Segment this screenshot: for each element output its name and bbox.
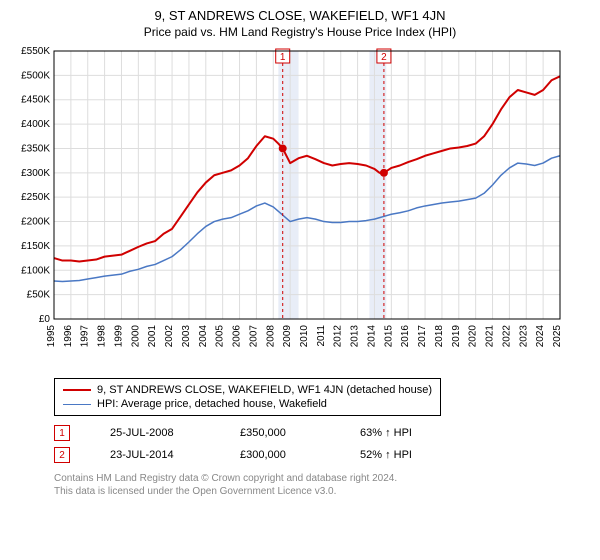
- svg-text:2000: 2000: [130, 325, 141, 348]
- sales-table: 1 25-JUL-2008 £350,000 63% ↑ HPI 2 23-JUL-201…: [54, 422, 590, 466]
- svg-text:£550K: £550K: [21, 46, 50, 57]
- sale-row: 2 23-JUL-2014 £300,000 52% ↑ HPI: [54, 444, 590, 466]
- svg-text:2004: 2004: [198, 325, 209, 348]
- svg-text:2023: 2023: [518, 325, 529, 348]
- legend-swatch: [63, 404, 91, 405]
- sale-date: 23-JUL-2014: [110, 449, 200, 461]
- sale-row: 1 25-JUL-2008 £350,000 63% ↑ HPI: [54, 422, 590, 444]
- svg-text:£100K: £100K: [21, 265, 50, 276]
- svg-text:2017: 2017: [417, 325, 428, 348]
- svg-text:1995: 1995: [46, 325, 57, 348]
- footer-attribution: Contains HM Land Registry data © Crown c…: [54, 472, 590, 498]
- legend-label: HPI: Average price, detached house, Wake…: [97, 398, 327, 410]
- svg-text:£150K: £150K: [21, 241, 50, 252]
- svg-text:2013: 2013: [350, 325, 361, 348]
- chart-container: 9, ST ANDREWS CLOSE, WAKEFIELD, WF1 4JN …: [0, 0, 600, 508]
- svg-text:2012: 2012: [333, 325, 344, 348]
- svg-text:2024: 2024: [535, 325, 546, 348]
- svg-text:£450K: £450K: [21, 95, 50, 106]
- svg-text:£200K: £200K: [21, 217, 50, 228]
- chart-title: 9, ST ANDREWS CLOSE, WAKEFIELD, WF1 4JN: [10, 8, 590, 23]
- svg-text:2021: 2021: [485, 325, 496, 348]
- svg-text:£500K: £500K: [21, 70, 50, 81]
- legend: 9, ST ANDREWS CLOSE, WAKEFIELD, WF1 4JN …: [54, 378, 441, 416]
- svg-text:£0: £0: [39, 314, 51, 325]
- svg-text:2008: 2008: [265, 325, 276, 348]
- sale-marker: 1: [54, 425, 70, 441]
- sale-date: 25-JUL-2008: [110, 427, 200, 439]
- footer-line-1: Contains HM Land Registry data © Crown c…: [54, 472, 590, 485]
- svg-text:2022: 2022: [501, 325, 512, 348]
- svg-text:2015: 2015: [383, 325, 394, 348]
- sale-price: £350,000: [240, 427, 320, 439]
- svg-text:2005: 2005: [215, 325, 226, 348]
- svg-text:2009: 2009: [282, 325, 293, 348]
- svg-text:2010: 2010: [299, 325, 310, 348]
- svg-text:2: 2: [381, 52, 387, 63]
- svg-text:1999: 1999: [113, 325, 124, 348]
- legend-item: HPI: Average price, detached house, Wake…: [63, 397, 432, 411]
- svg-text:£250K: £250K: [21, 192, 50, 203]
- sale-pct: 52% ↑ HPI: [360, 449, 450, 461]
- svg-text:£300K: £300K: [21, 168, 50, 179]
- svg-text:2003: 2003: [181, 325, 192, 348]
- sale-pct: 63% ↑ HPI: [360, 427, 450, 439]
- svg-text:2014: 2014: [366, 325, 377, 348]
- svg-text:1998: 1998: [97, 325, 108, 348]
- svg-text:£400K: £400K: [21, 119, 50, 130]
- svg-text:£350K: £350K: [21, 143, 50, 154]
- svg-text:1: 1: [280, 52, 286, 63]
- legend-swatch: [63, 389, 91, 391]
- svg-text:1997: 1997: [80, 325, 91, 348]
- svg-text:2011: 2011: [316, 325, 327, 347]
- svg-text:2007: 2007: [248, 325, 259, 348]
- line-chart: 1 2 £0 £50K £100K £150K £200K £250K £300K £350K £4…: [10, 45, 570, 365]
- svg-text:2020: 2020: [468, 325, 479, 348]
- legend-item: 9, ST ANDREWS CLOSE, WAKEFIELD, WF1 4JN …: [63, 383, 432, 397]
- sale-marker: 2: [54, 447, 70, 463]
- legend-label: 9, ST ANDREWS CLOSE, WAKEFIELD, WF1 4JN …: [97, 384, 432, 396]
- svg-text:2019: 2019: [451, 325, 462, 348]
- svg-text:2001: 2001: [147, 325, 158, 348]
- svg-text:2018: 2018: [434, 325, 445, 348]
- chart-subtitle: Price paid vs. HM Land Registry's House …: [10, 25, 590, 39]
- footer-line-2: This data is licensed under the Open Gov…: [54, 485, 590, 498]
- svg-text:1996: 1996: [63, 325, 74, 348]
- sale-price: £300,000: [240, 449, 320, 461]
- svg-text:2016: 2016: [400, 325, 411, 348]
- chart-area: 1 2 £0 £50K £100K £150K £200K £250K £300K £350K £4…: [10, 45, 590, 370]
- svg-text:2025: 2025: [552, 325, 563, 348]
- svg-text:£50K: £50K: [27, 290, 51, 301]
- svg-text:2002: 2002: [164, 325, 175, 348]
- svg-text:2006: 2006: [232, 325, 243, 348]
